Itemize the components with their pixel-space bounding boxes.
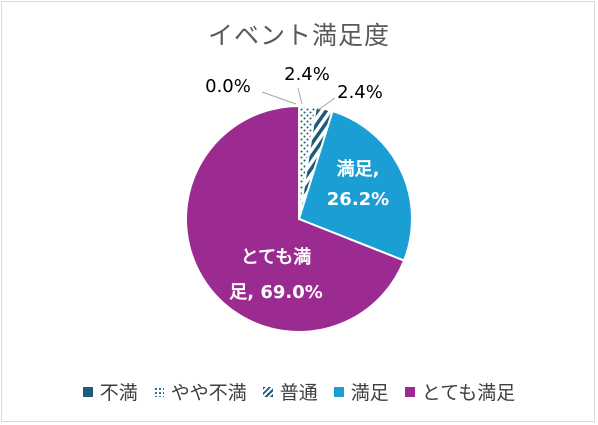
legend-item-2: 普通 — [262, 378, 318, 405]
legend-item-0: 不満 — [82, 378, 138, 405]
legend-item-4: とても満足 — [404, 378, 516, 405]
slice-3 — [297, 109, 413, 262]
leader-line-1 — [297, 87, 303, 105]
chart-title: イベント満足度 — [207, 21, 390, 50]
legend-item-1: やや不満 — [153, 378, 247, 405]
leader-line-0 — [261, 91, 297, 105]
data-label-1: 2.4% — [284, 64, 330, 85]
data-label-2: 2.4% — [337, 82, 383, 103]
legend-item-3: 満足 — [333, 378, 389, 405]
legend-label-1: やや不満 — [170, 382, 247, 404]
legend-label-3: 満足 — [350, 382, 389, 404]
data-label-0: 0.0% — [205, 76, 251, 97]
legend-swatch-1 — [153, 386, 164, 397]
legend-label-2: 普通 — [279, 382, 318, 404]
data-label-4: とても満足, 69.0% — [229, 246, 323, 303]
legend: 不満 やや不満 普通 満足 とても満足 — [0, 378, 598, 405]
leader-line-2 — [317, 97, 336, 111]
legend-swatch-3 — [333, 386, 344, 397]
data-label-3: 満足, 26.2% — [327, 158, 389, 210]
slice-4 — [185, 104, 406, 333]
legend-swatch-4 — [404, 386, 415, 397]
legend-swatch-2 — [262, 386, 273, 397]
legend-swatch-0 — [82, 386, 93, 397]
legend-label-0: 不満 — [99, 382, 138, 404]
legend-label-4: とても満足 — [421, 382, 516, 404]
